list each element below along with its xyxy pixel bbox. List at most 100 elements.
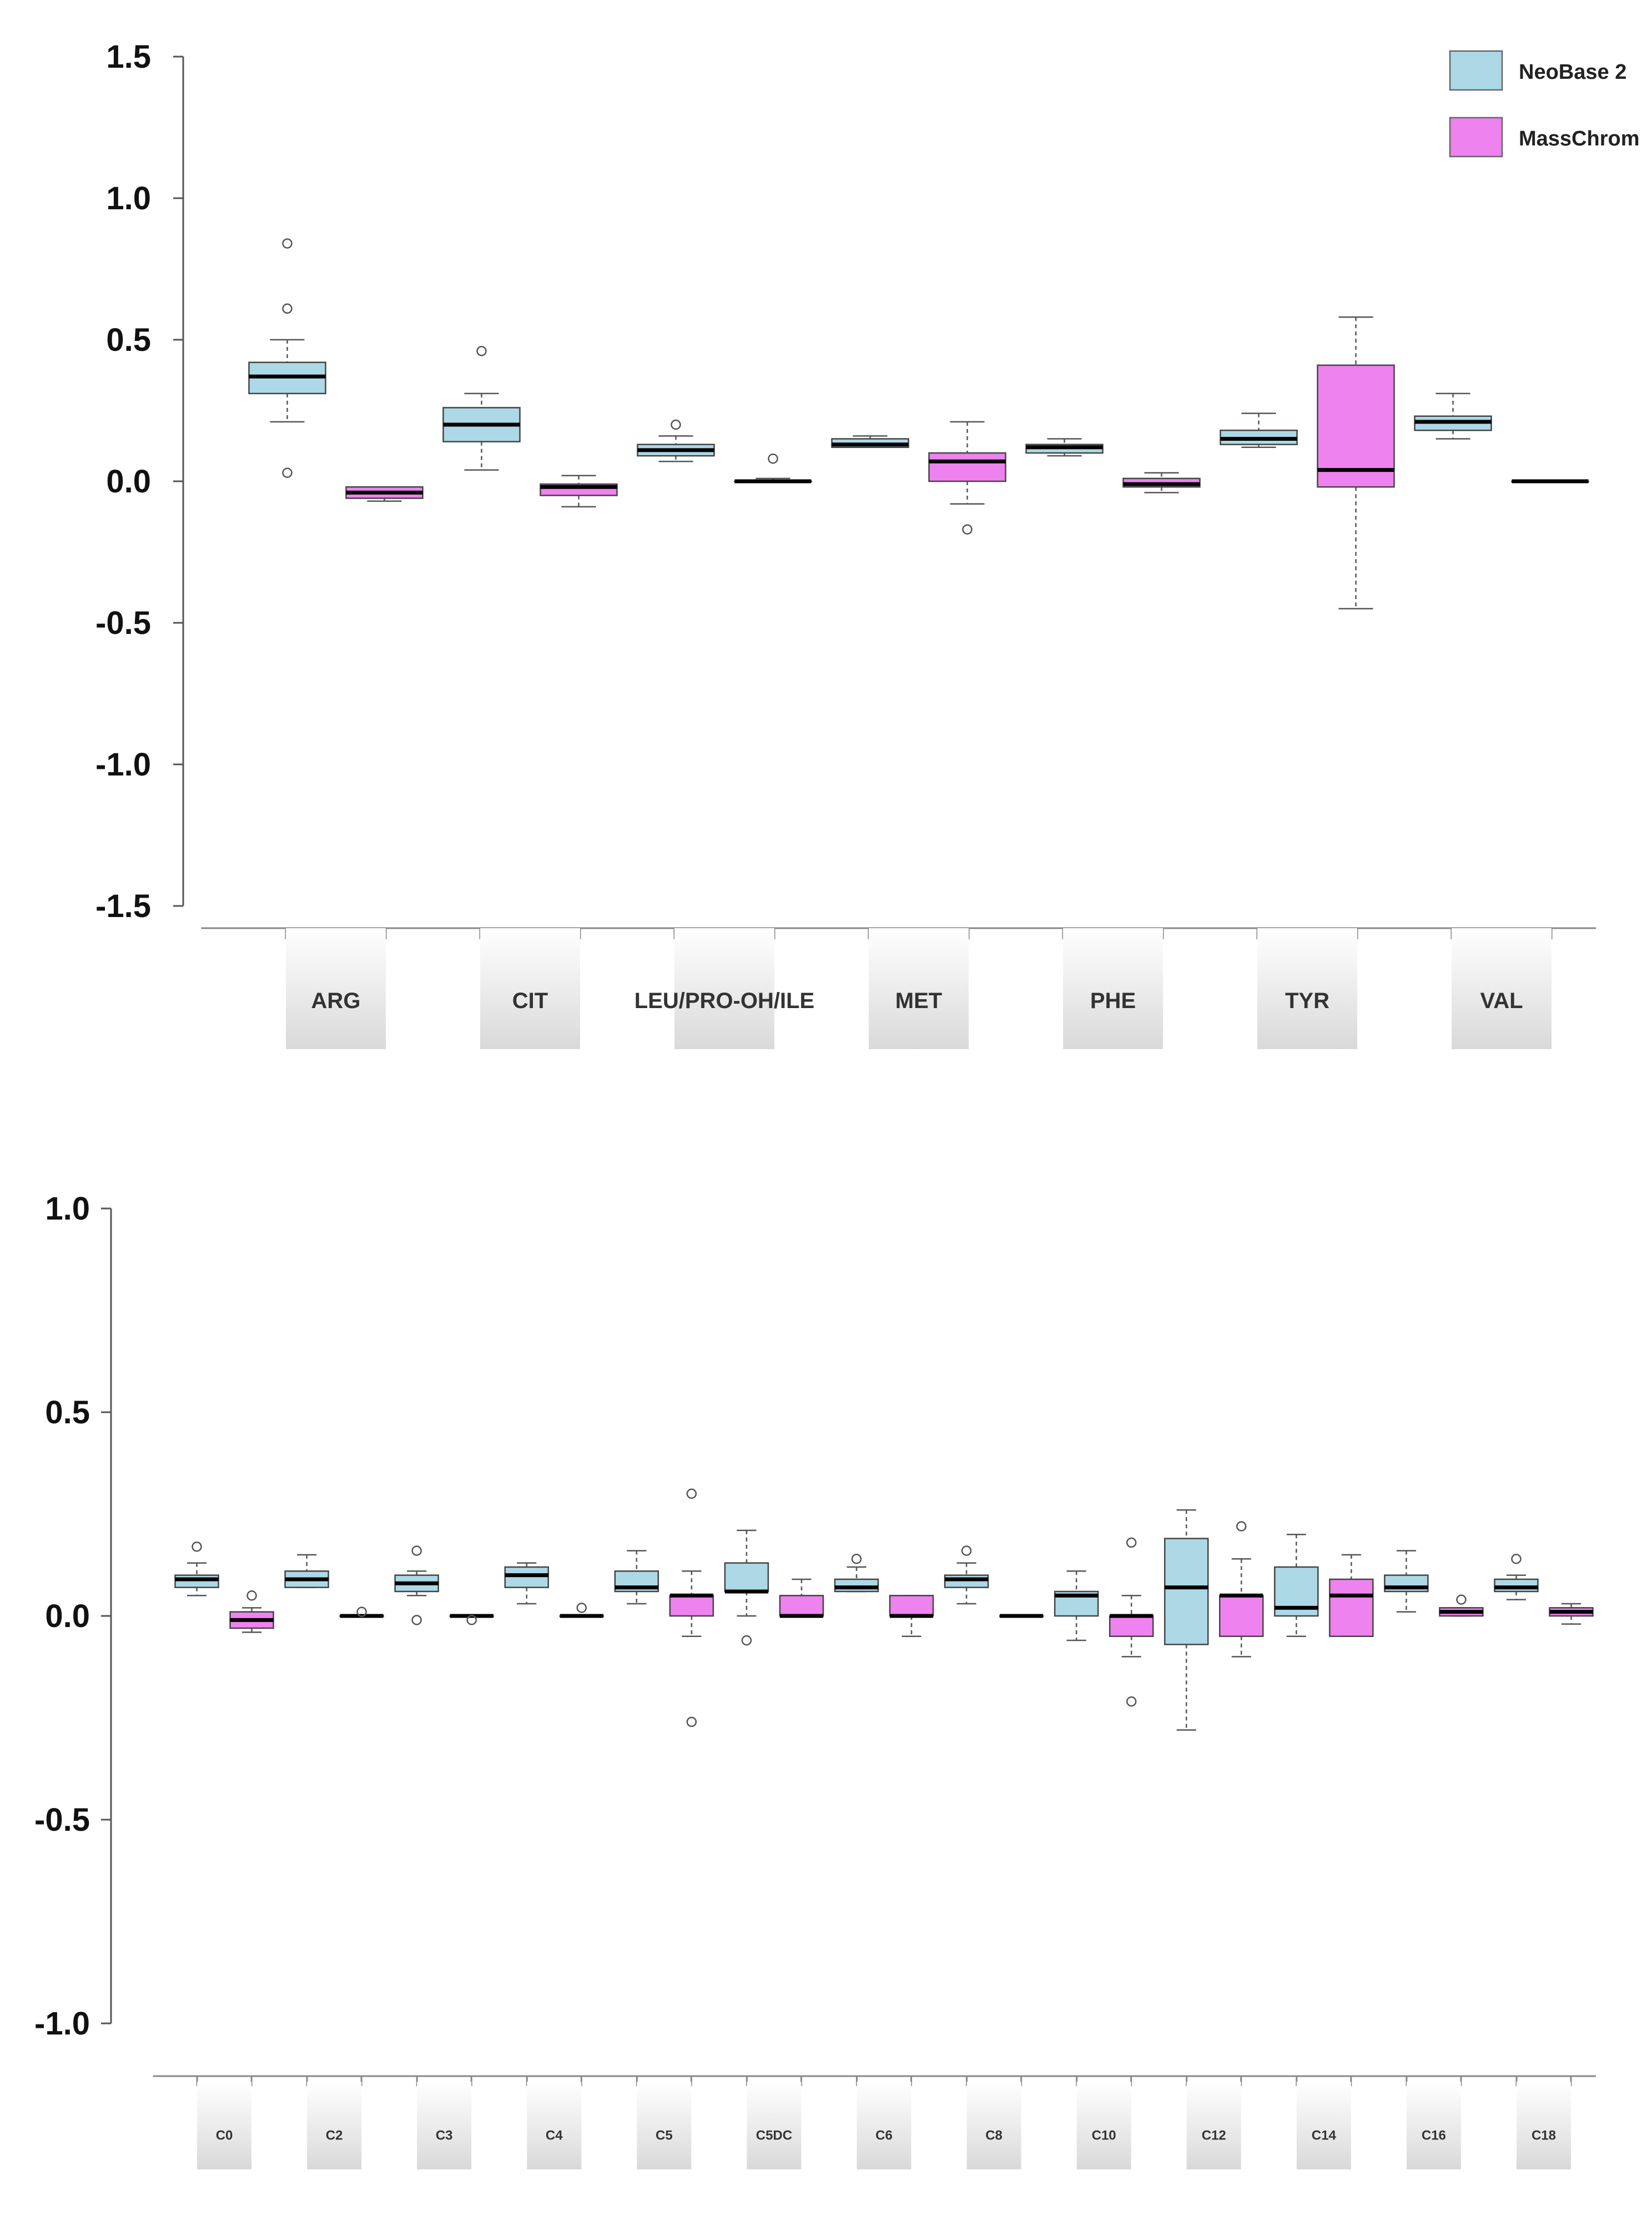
category-label-c12: C12 — [1202, 2128, 1226, 2143]
outlier-point — [356, 1606, 367, 1617]
neobase-2-box-c4 — [504, 1562, 549, 1605]
category-label-c5dc: C5DC — [756, 2128, 792, 2143]
neobase-2-box-c3 — [394, 1545, 439, 1625]
category-label-box — [480, 928, 580, 1049]
legend-item-neobase-2: NeoBase 2 — [1449, 50, 1626, 91]
category-label-box — [1186, 2082, 1241, 2169]
y-tick-label: -1.0 — [34, 2006, 90, 2042]
outlier-point — [1126, 1537, 1137, 1548]
category-label-box — [1406, 2082, 1461, 2169]
category-label-c2: C2 — [326, 2128, 343, 2143]
neobase-2-box-met — [831, 435, 909, 449]
masschrom-box-c4 — [559, 1603, 605, 1618]
iqr-box — [834, 1578, 879, 1593]
neobase-2-box-c5 — [614, 1550, 659, 1605]
masschrom-box-c6 — [889, 1595, 934, 1637]
masschrom-box-cit — [540, 475, 618, 508]
category-label-box — [966, 2082, 1021, 2169]
masschrom-box-c5dc — [779, 1578, 824, 1618]
y-tick-label: -1.5 — [95, 888, 151, 924]
outlier-point — [576, 1603, 587, 1613]
category-label-box — [197, 2082, 252, 2169]
neobase-2-box-c16 — [1384, 1550, 1429, 1613]
category-label-box — [1296, 2082, 1351, 2169]
y-tick-label: 0.5 — [45, 1394, 90, 1431]
neobase-2-box-c8 — [944, 1545, 989, 1605]
outlier-point — [1456, 1594, 1467, 1605]
category-label-box — [286, 928, 386, 1049]
category-label-c16: C16 — [1422, 2128, 1446, 2143]
outlier-point — [466, 1615, 477, 1625]
neobase-2-box-c2 — [284, 1554, 329, 1588]
category-label-c0: C0 — [216, 2128, 233, 2143]
category-label-met: MET — [895, 989, 942, 1013]
legend-label: MassChrom — [1519, 127, 1640, 150]
neobase-2-box-c0 — [174, 1541, 219, 1597]
masschrom-box-tyr — [1317, 316, 1395, 610]
outlier-point — [741, 1635, 752, 1646]
outlier-point — [768, 453, 778, 464]
category-label-box — [857, 2082, 911, 2169]
masschrom-box-c16 — [1439, 1594, 1484, 1617]
category-label-box — [527, 2082, 582, 2169]
outlier-point — [851, 1553, 862, 1564]
masschrom-box-phe — [1122, 472, 1201, 493]
masschrom-box-c3 — [449, 1614, 494, 1625]
category-label-c14: C14 — [1312, 2128, 1337, 2143]
y-tick-label: 1.0 — [106, 180, 151, 216]
outlier-point — [962, 524, 973, 535]
category-label-box — [1452, 928, 1552, 1049]
outlier-point — [1511, 1553, 1522, 1564]
masschrom-box-c12 — [1219, 1521, 1264, 1658]
top-panel: 1.5 1.0 0.5 0.0 -0.5 -1.0 -1.5 ARG CIT LEU/PRO-OH… — [95, 39, 1596, 1049]
legend-label: NeoBase 2 — [1519, 61, 1626, 84]
legend-swatch — [1449, 50, 1503, 91]
neobase-2-box-val — [1414, 392, 1492, 440]
category-label-c4: C4 — [546, 2128, 563, 2143]
category-label-box — [1063, 928, 1163, 1049]
y-tick-label: -0.5 — [34, 1802, 90, 1838]
legend-swatch — [1449, 117, 1503, 158]
neobase-2-box-c5dc — [724, 1529, 769, 1646]
category-label-phe: PHE — [1090, 989, 1136, 1013]
bottom-panel: 1.0 0.5 0.0 -0.5 -1.0 C0 C2 C3 C4 C5 C5DC C6 C8 C10 C1… — [34, 1191, 1596, 2169]
masschrom-box-c18 — [1549, 1603, 1594, 1625]
masschrom-box-c10 — [1109, 1537, 1154, 1707]
category-label-tyr: TYR — [1285, 989, 1329, 1013]
y-tick-label: 0.0 — [45, 1598, 90, 1634]
outlier-point — [1126, 1696, 1137, 1707]
iqr-box — [1329, 1578, 1374, 1637]
y-tick-label: -0.5 — [95, 605, 151, 641]
neobase-2-box-c14 — [1274, 1533, 1319, 1637]
category-label-box — [674, 928, 774, 1049]
neobase-2-box-c6 — [834, 1553, 879, 1593]
outlier-point — [686, 1488, 697, 1499]
masschrom-box-arg — [345, 486, 424, 502]
iqr-box — [1164, 1538, 1209, 1645]
category-label-c10: C10 — [1092, 2128, 1116, 2143]
masschrom-box-met — [928, 421, 1006, 535]
category-label-c3: C3 — [436, 2128, 453, 2143]
outlier-point — [282, 467, 293, 478]
masschrom-box-c0 — [229, 1590, 274, 1633]
outlier-point — [1236, 1521, 1247, 1532]
category-label-arg: ARG — [311, 989, 361, 1013]
iqr-box — [1219, 1595, 1264, 1637]
iqr-box — [944, 1574, 989, 1588]
neobase-2-box-tyr — [1220, 412, 1298, 449]
outlier-point — [671, 419, 681, 430]
iqr-box — [889, 1595, 934, 1617]
legend: NeoBase 2 MassChrom — [1449, 50, 1640, 158]
category-label-cit: CIT — [512, 989, 548, 1013]
category-label-val: VAL — [1480, 989, 1523, 1013]
y-tick-label: 0.0 — [106, 464, 151, 500]
masschrom-box-leu-pro-oh-ile — [734, 453, 812, 484]
y-tick-label: 1.0 — [45, 1191, 90, 1227]
category-label-box — [307, 2082, 362, 2169]
category-label-box — [1516, 2082, 1571, 2169]
y-tick-label: -1.0 — [95, 747, 151, 783]
outlier-point — [246, 1590, 257, 1601]
category-label-c18: C18 — [1532, 2128, 1556, 2143]
outlier-point — [282, 303, 293, 314]
